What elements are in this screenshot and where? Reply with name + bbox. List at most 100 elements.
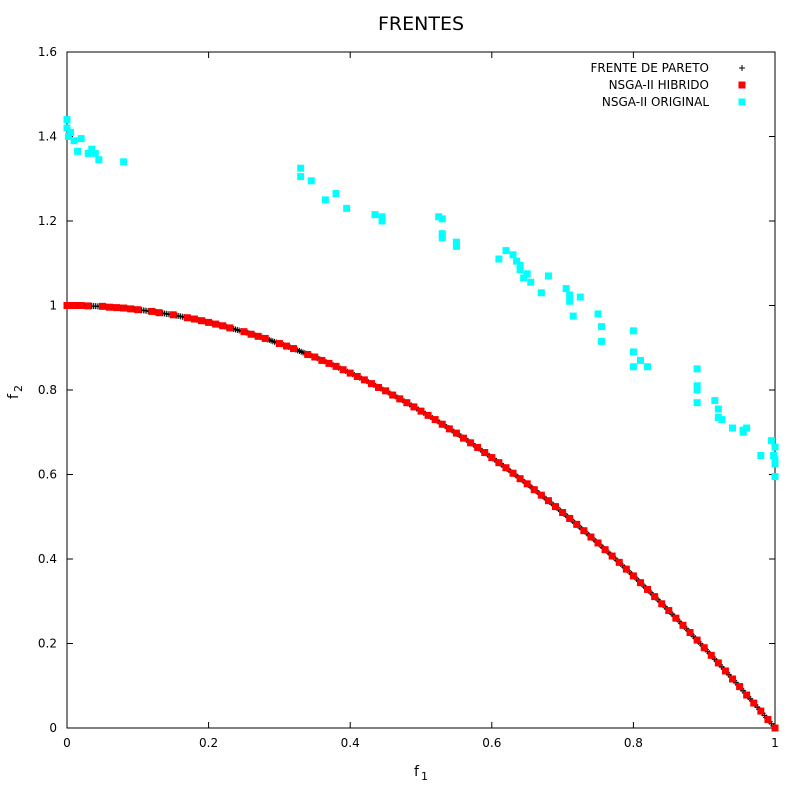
hibrido-point <box>148 307 156 315</box>
hibrido-point <box>530 486 538 494</box>
original-point <box>523 270 531 278</box>
hibrido-point <box>367 380 375 388</box>
original-point <box>378 217 386 225</box>
y-tick-label: 0.8 <box>38 383 57 397</box>
original-point <box>598 323 606 331</box>
original-point <box>120 158 128 166</box>
x-tick-label: 1 <box>771 736 779 750</box>
original-point <box>438 215 446 223</box>
hibrido-point <box>431 416 439 424</box>
hibrido-point <box>452 429 460 437</box>
original-point <box>91 149 99 157</box>
y-tick-label: 0.4 <box>38 552 57 566</box>
y-axis-label: f2 <box>6 385 25 399</box>
hibrido-point <box>516 475 524 483</box>
hibrido-point <box>615 558 623 566</box>
hibrido-point <box>459 434 467 442</box>
hibrido-point <box>205 318 213 326</box>
original-point <box>297 164 305 172</box>
hibrido-point <box>389 391 397 399</box>
hibrido-point <box>523 480 531 488</box>
original-point <box>70 137 78 145</box>
hibrido-point <box>488 454 496 462</box>
hibrido-point <box>282 342 290 350</box>
legend-marker <box>738 98 746 106</box>
y-tick-label: 0.2 <box>38 637 57 651</box>
hibrido-point <box>360 376 368 384</box>
hibrido-point <box>467 439 475 447</box>
original-point <box>64 133 72 140</box>
hibrido-point <box>318 356 326 364</box>
hibrido-point <box>764 716 772 724</box>
original-point <box>513 257 521 265</box>
series-layer <box>63 116 779 732</box>
original-point <box>739 426 747 434</box>
plot-frame <box>66 51 776 729</box>
hibrido-point <box>98 302 106 310</box>
hibrido-point <box>212 320 220 328</box>
hibrido-point <box>537 491 545 499</box>
original-point <box>495 255 503 263</box>
original-point <box>544 272 552 280</box>
original-point <box>598 337 606 345</box>
original-point <box>438 230 446 238</box>
hibrido-point <box>757 707 765 715</box>
original-point <box>594 310 602 318</box>
x-axis-ticks: 0 0.2 0.4 0.6 0.8 1 <box>63 52 779 750</box>
x-axis-label-subscript: 1 <box>421 770 428 783</box>
original-point <box>757 451 765 459</box>
hibrido-point <box>700 644 708 652</box>
hibrido-point <box>127 305 135 313</box>
hibrido-point <box>445 425 453 433</box>
chart-title: FRENTES <box>378 13 464 35</box>
hibrido-point <box>629 572 637 580</box>
original-point <box>332 190 340 198</box>
hibrido-point <box>729 675 737 683</box>
hibrido-point <box>375 383 383 391</box>
original-point <box>576 293 584 301</box>
original-point <box>77 135 85 143</box>
hibrido-point <box>190 315 198 323</box>
hibrido-point <box>559 509 567 517</box>
hibrido-point <box>495 459 503 467</box>
hibrido-point <box>679 621 687 629</box>
legend-label: NSGA-II HIBRIDO <box>609 78 709 92</box>
original-point <box>307 177 315 185</box>
hibrido-point <box>438 420 446 428</box>
hibrido-point <box>721 667 729 675</box>
hibrido-point <box>254 332 262 340</box>
original-point <box>520 274 528 282</box>
x-tick-label: 0.6 <box>482 736 501 750</box>
legend-marker <box>738 81 746 89</box>
hibrido-point <box>587 533 595 541</box>
original-point <box>644 363 652 371</box>
hibrido-point <box>573 520 581 528</box>
original-point <box>67 128 75 136</box>
original-point <box>693 386 701 394</box>
hibrido-point <box>311 353 319 361</box>
hibrido-point <box>226 324 234 332</box>
original-point <box>629 348 637 356</box>
y-tick-label: 1 <box>49 299 57 313</box>
original-point <box>729 424 737 432</box>
hibrido-point <box>410 403 418 411</box>
original-point <box>95 156 103 164</box>
hibrido-point <box>134 306 142 314</box>
original-point <box>452 242 460 250</box>
original-point <box>566 291 574 299</box>
hibrido-point <box>120 304 128 312</box>
original-point <box>502 247 510 255</box>
original-point <box>569 312 577 320</box>
hibrido-point <box>665 607 673 615</box>
hibrido-point <box>608 552 616 560</box>
original-point <box>321 196 329 204</box>
hibrido-point <box>594 539 602 547</box>
x-tick-label: 0.8 <box>624 736 643 750</box>
original-point <box>537 289 545 297</box>
hibrido-point <box>651 593 659 601</box>
original-point <box>509 251 517 259</box>
hibrido-point <box>240 328 248 336</box>
hibrido-point <box>396 395 404 403</box>
original-point <box>88 145 96 153</box>
